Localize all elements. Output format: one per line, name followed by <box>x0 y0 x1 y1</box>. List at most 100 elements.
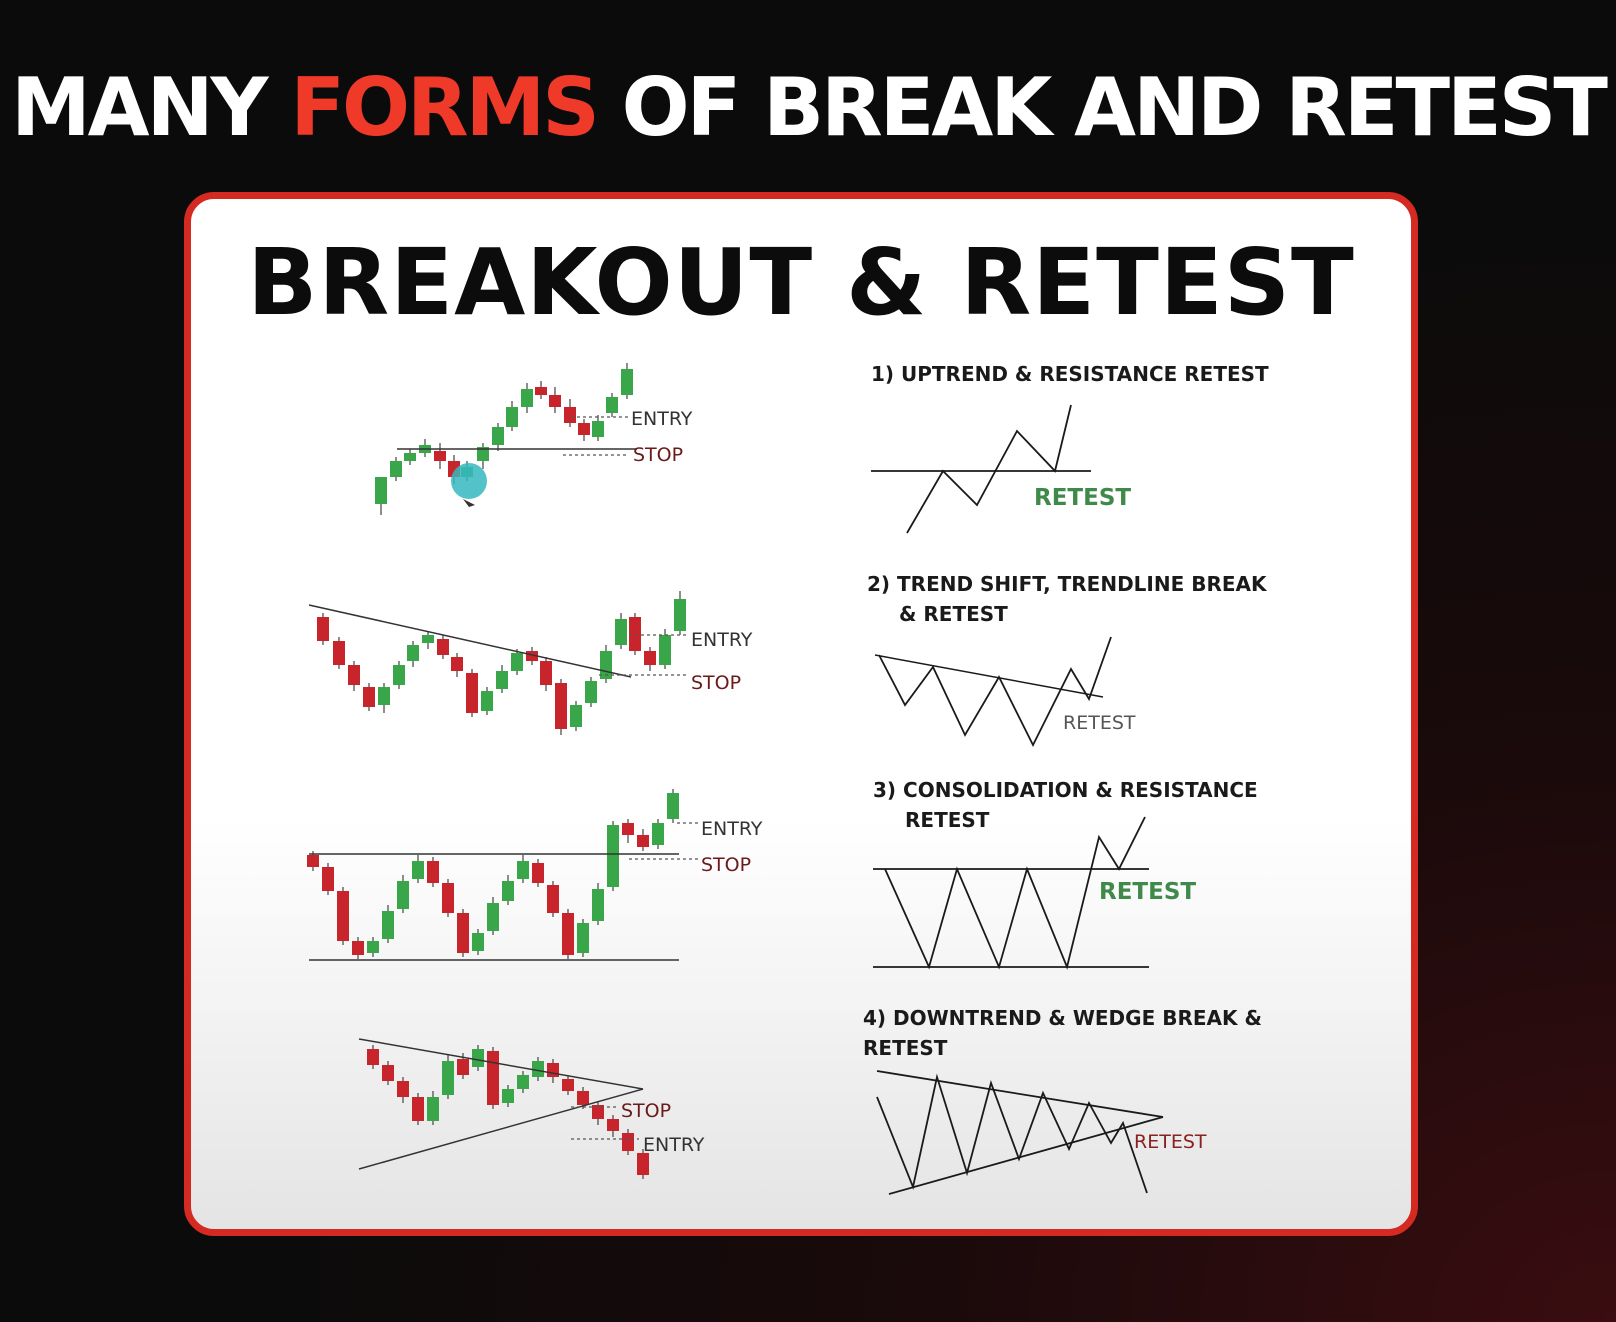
candle-body <box>393 665 405 685</box>
candle-body <box>674 599 686 631</box>
candle-body <box>442 1061 454 1095</box>
candle-body <box>397 881 409 909</box>
candle-body <box>382 911 394 939</box>
candle-body <box>322 867 334 891</box>
candlestick-charts <box>307 363 686 1179</box>
candle-body <box>564 407 576 423</box>
pattern-sketches <box>876 404 1148 1194</box>
candle-body <box>562 1079 574 1091</box>
sketch-path-1 <box>906 404 1072 534</box>
caption-pattern-4: 4) DOWNTREND & WEDGE BREAK & RETEST <box>863 1003 1262 1063</box>
candle-body <box>622 823 634 835</box>
candle-body <box>390 461 402 477</box>
candle-body <box>437 639 449 655</box>
caption-1-line1: 1) UPTREND & RESISTANCE RETEST <box>871 362 1269 386</box>
entry-label-1: ENTRY <box>631 408 693 430</box>
candle-body <box>434 451 446 461</box>
candle-body <box>404 453 416 461</box>
candle-body <box>535 387 547 395</box>
candle-body <box>442 883 454 913</box>
candle-body <box>487 1051 499 1105</box>
candle-body <box>457 913 469 953</box>
candle-body <box>412 861 424 879</box>
candle-body <box>577 923 589 953</box>
headline-part1: MANY <box>11 61 291 154</box>
stop-label-2: STOP <box>691 672 741 694</box>
sketch-upper-wedge-4 <box>876 1070 1164 1118</box>
entry-label-2: ENTRY <box>691 629 753 651</box>
candle-body <box>578 423 590 435</box>
candle-body <box>422 635 434 643</box>
candle-body <box>555 683 567 729</box>
candle-body <box>532 1061 544 1077</box>
candle-body <box>547 885 559 913</box>
candle-body <box>511 653 523 671</box>
candle-body <box>629 617 641 651</box>
candle-body <box>637 835 649 847</box>
candle-body <box>592 889 604 921</box>
sketch-path-3 <box>884 816 1146 970</box>
candle-body <box>570 705 582 727</box>
candle-body <box>607 825 619 887</box>
candle-body <box>477 447 489 461</box>
candle-body <box>517 1075 529 1089</box>
caption-3-line2: RETEST <box>905 808 990 832</box>
sketch-trendline-2 <box>874 654 1104 698</box>
candle-body <box>472 933 484 951</box>
candle-body <box>451 657 463 671</box>
candle-body <box>592 421 604 437</box>
sketch-path-4 <box>876 1073 1148 1194</box>
diagram-card: BREAKOUT & RETEST 1) UPTREND & RESISTANC… <box>184 192 1418 1236</box>
caption-pattern-1: 1) UPTREND & RESISTANCE RETEST <box>871 359 1269 389</box>
candle-body <box>333 641 345 665</box>
sketch-lower-wedge-4 <box>888 1116 1164 1195</box>
headline-part2: OF BREAK AND RETEST <box>596 61 1608 154</box>
caption-pattern-3: 3) CONSOLIDATION & RESISTANCE RETEST <box>873 775 1258 835</box>
stop-label-4: STOP <box>621 1100 671 1122</box>
guide-lines <box>308 416 1164 1195</box>
candle-body <box>622 1133 634 1151</box>
candle-body <box>397 1081 409 1097</box>
retest-label-1: RETEST <box>1034 485 1131 511</box>
candle-body <box>337 891 349 941</box>
caption-4-line1: 4) DOWNTREND & WEDGE BREAK & <box>863 1006 1262 1030</box>
candle-body <box>472 1049 484 1067</box>
trendline-2 <box>308 604 632 678</box>
caption-4-line2: RETEST <box>863 1036 948 1060</box>
candle-body <box>367 941 379 953</box>
candle-body <box>492 427 504 445</box>
pattern-diagrams: ENTRY STOP ENTRY STOP ENTRY STOP STOP EN… <box>307 363 1207 1195</box>
card-title: BREAKOUT & RETEST <box>247 229 1355 336</box>
candle-body <box>549 395 561 407</box>
candle-body <box>577 1091 589 1105</box>
candle-body <box>407 645 419 661</box>
candle-body <box>585 681 597 703</box>
caption-pattern-2: 2) TREND SHIFT, TRENDLINE BREAK & RETEST <box>867 569 1267 629</box>
lower-wedge-line-4 <box>358 1088 644 1170</box>
caption-2-line1: 2) TREND SHIFT, TRENDLINE BREAK <box>867 572 1267 596</box>
retest-label-2: RETEST <box>1063 712 1136 734</box>
candle-body <box>378 687 390 705</box>
candle-body <box>348 665 360 685</box>
pointer-cursor-icon <box>451 463 487 507</box>
stop-label-3: STOP <box>701 854 751 876</box>
candle-body <box>506 407 518 427</box>
candle-body <box>307 855 319 867</box>
candle-body <box>637 1153 649 1175</box>
candle-body <box>562 913 574 955</box>
candle-body <box>526 651 538 661</box>
candle-body <box>659 635 671 665</box>
retest-label-4: RETEST <box>1134 1131 1207 1153</box>
pattern-labels: ENTRY STOP ENTRY STOP ENTRY STOP STOP EN… <box>621 408 1207 1156</box>
candle-body <box>427 861 439 883</box>
candle-body <box>502 1089 514 1103</box>
candle-body <box>615 619 627 645</box>
candle-body <box>412 1097 424 1121</box>
stop-label-1: STOP <box>633 444 683 466</box>
candle-body <box>547 1063 559 1077</box>
candle-body <box>532 863 544 883</box>
candle-body <box>367 1049 379 1065</box>
candle-body <box>457 1059 469 1075</box>
upper-wedge-line-4 <box>358 1038 644 1090</box>
candle-body <box>502 881 514 901</box>
